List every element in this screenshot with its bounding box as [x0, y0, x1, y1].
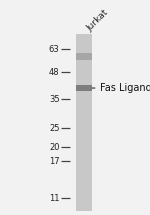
- Text: Jurkat: Jurkat: [85, 8, 110, 33]
- Text: 11: 11: [49, 194, 60, 203]
- Bar: [76, 85, 92, 91]
- Text: 20: 20: [49, 143, 60, 152]
- Text: 25: 25: [49, 124, 60, 133]
- Text: 63: 63: [49, 45, 60, 54]
- Text: 17: 17: [49, 157, 60, 166]
- Text: 35: 35: [49, 95, 60, 104]
- Bar: [76, 34, 92, 211]
- Bar: [76, 53, 92, 60]
- Text: Fas Ligand: Fas Ligand: [92, 83, 150, 93]
- Text: 48: 48: [49, 68, 60, 77]
